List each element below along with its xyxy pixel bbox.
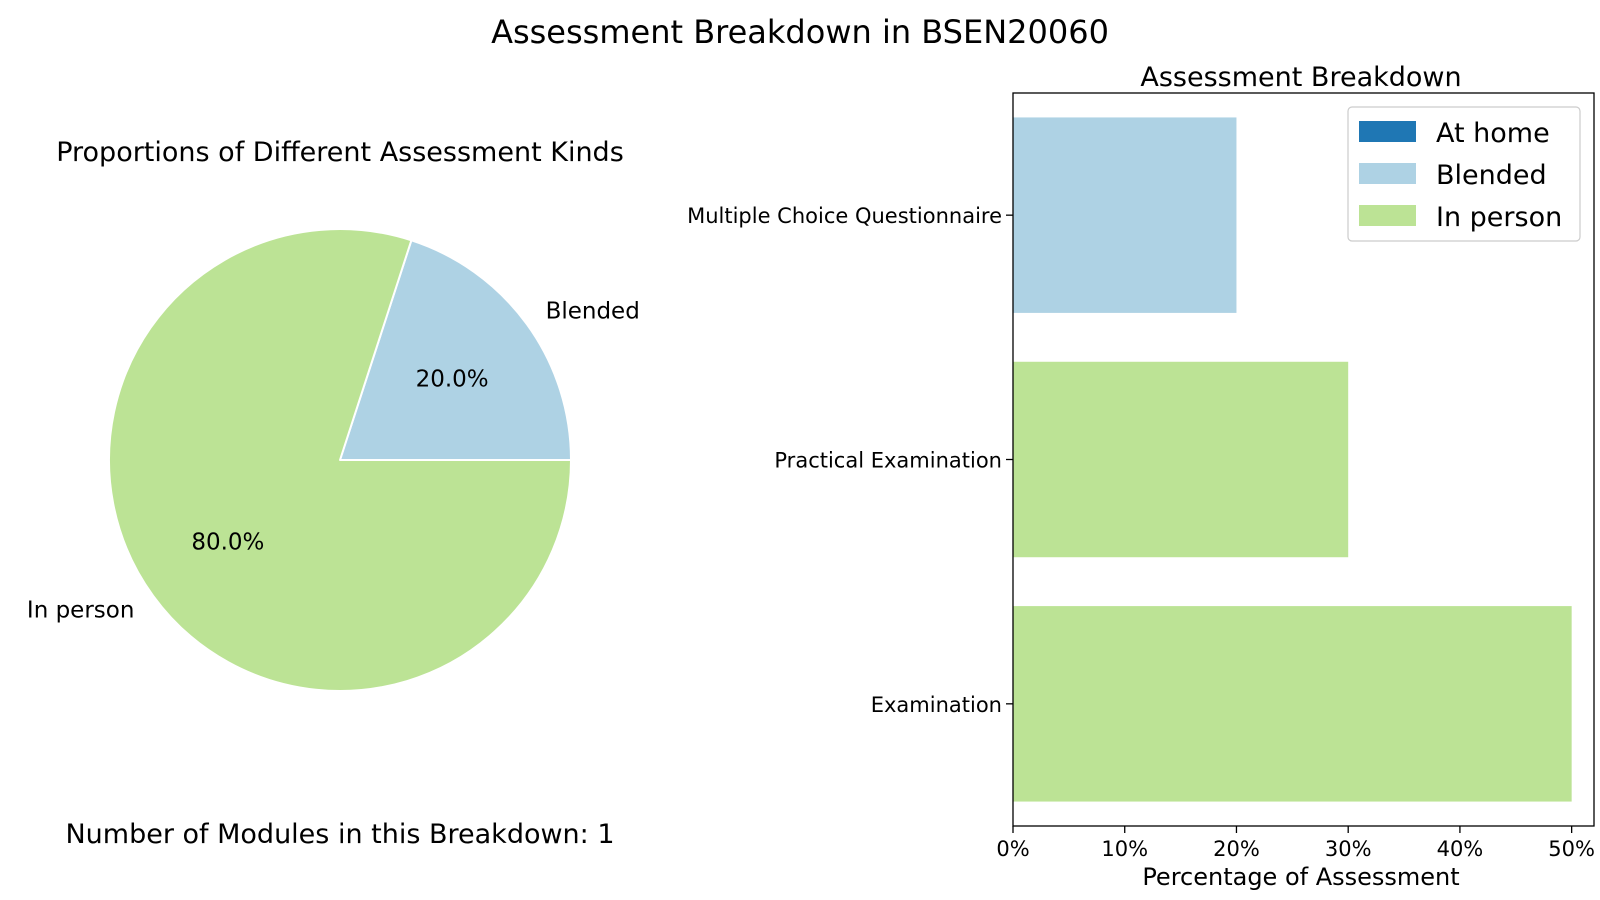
legend-swatch-at-home xyxy=(1359,121,1416,142)
x-tick-label: 0% xyxy=(996,837,1029,861)
x-tick-label: 20% xyxy=(1213,837,1260,861)
bar-chart: Assessment Breakdown Percentage of Asses… xyxy=(687,62,1595,891)
legend: At home Blended In person xyxy=(1347,106,1581,242)
y-tick-label-multiple-choice-questionnaire: Multiple Choice Questionnaire xyxy=(687,204,1002,228)
y-tick-label-practical-examination: Practical Examination xyxy=(774,449,1002,473)
pie-title: Proportions of Different Assessment Kind… xyxy=(56,137,624,168)
bar-x-axis-label: Percentage of Assessment xyxy=(1142,863,1459,891)
module-count-footnote: Number of Modules in this Breakdown: 1 xyxy=(65,819,614,850)
pie-slice-label-in-person: In person xyxy=(27,597,135,623)
legend-swatch-in-person xyxy=(1359,205,1416,226)
x-tick-label: 10% xyxy=(1101,837,1148,861)
pie-pct-label-in-person: 80.0% xyxy=(191,529,264,555)
bar-examination-in-person xyxy=(1013,606,1572,802)
legend-label-blended: Blended xyxy=(1436,160,1547,191)
figure-suptitle: Assessment Breakdown in BSEN20060 xyxy=(491,13,1109,51)
pie-chart: Proportions of Different Assessment Kind… xyxy=(27,137,640,692)
x-tick-label: 30% xyxy=(1325,837,1372,861)
bar-multiple-choice-questionnaire-blended xyxy=(1013,117,1237,313)
plot-frame xyxy=(1012,92,1595,827)
bar-practical-examination-in-person xyxy=(1013,361,1349,558)
legend-label-in-person: In person xyxy=(1436,202,1562,233)
pie-slice-in-person xyxy=(108,228,572,692)
x-tick-label: 40% xyxy=(1437,837,1484,861)
y-tick-label-examination: Examination xyxy=(871,693,1002,717)
pie-slice-blended xyxy=(339,239,572,461)
legend-swatch-blended xyxy=(1359,163,1416,184)
bar-title: Assessment Breakdown xyxy=(1140,62,1461,93)
x-tick-label: 50% xyxy=(1548,837,1595,861)
legend-label-at-home: At home xyxy=(1436,118,1550,149)
pie-slice-label-blended: Blended xyxy=(546,299,640,325)
pie-pct-label-blended: 20.0% xyxy=(416,367,489,393)
